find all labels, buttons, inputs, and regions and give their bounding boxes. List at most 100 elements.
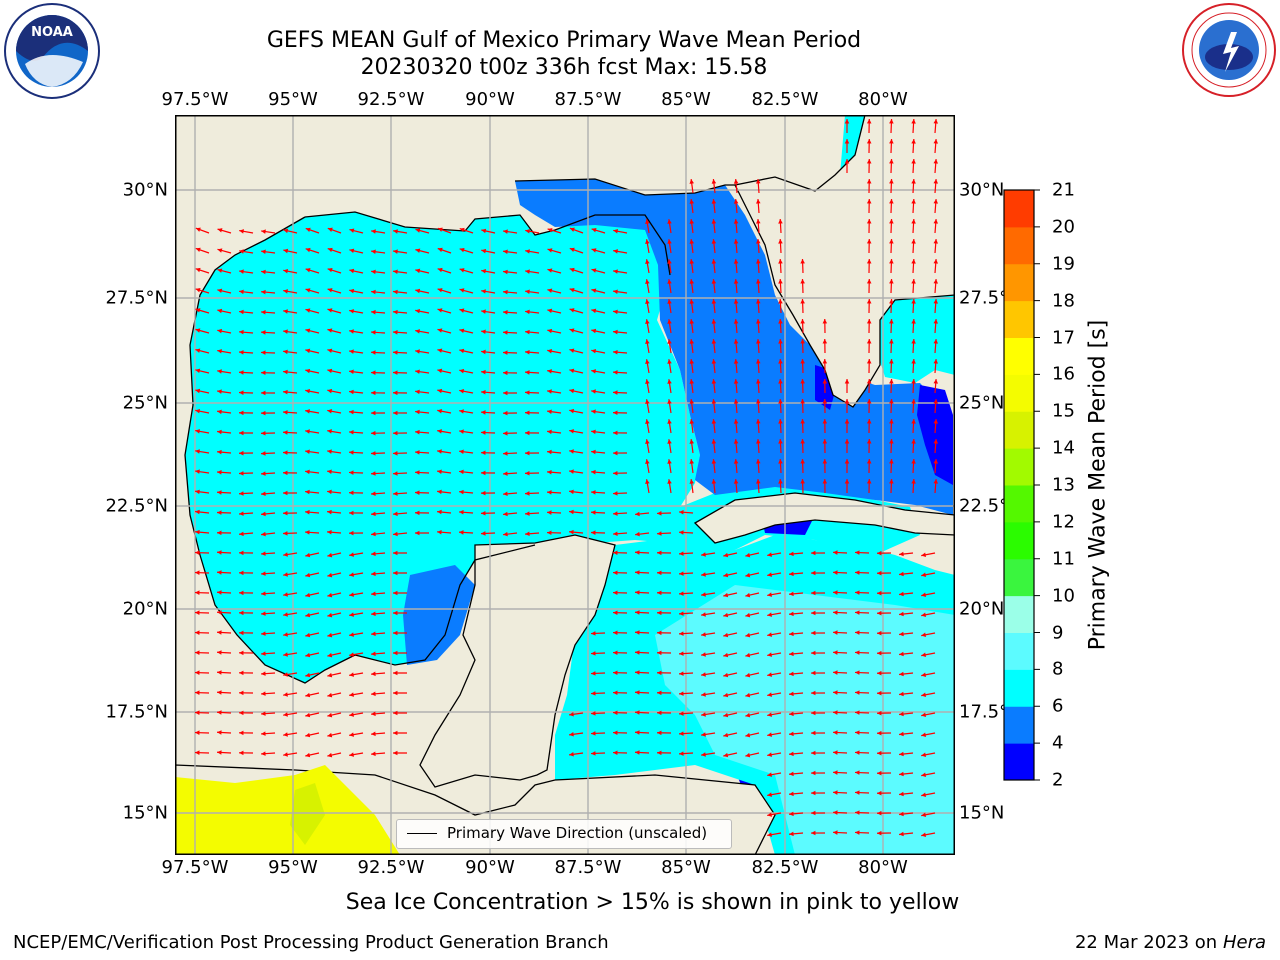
wave-arrow-head xyxy=(635,630,640,635)
wave-arrow-head xyxy=(261,631,266,636)
wave-arrow-head xyxy=(327,632,333,638)
wave-arrow-head xyxy=(239,289,244,295)
wave-arrow-head xyxy=(547,469,552,475)
wave-arrow-head xyxy=(305,429,310,434)
wave-arrow-head xyxy=(569,449,574,454)
wave-arrow-head xyxy=(889,319,894,324)
wave-arrow-head xyxy=(933,299,939,304)
colorbar-segment xyxy=(1004,263,1034,302)
wave-arrow-head xyxy=(711,239,717,244)
wave-arrow-head xyxy=(371,691,376,697)
wave-arrow-head xyxy=(733,359,739,364)
wave-arrow-head xyxy=(778,219,783,224)
wave-arrow-head xyxy=(756,439,761,444)
wave-arrow-head xyxy=(711,459,717,464)
wave-arrow-head xyxy=(283,490,288,496)
wave-arrow-head xyxy=(195,670,200,675)
wave-arrow-head xyxy=(371,350,376,355)
wave-arrow-head xyxy=(635,690,640,695)
wave-arrow-head xyxy=(933,359,939,364)
wave-arrow-head xyxy=(195,489,200,495)
wave-arrow-head xyxy=(613,590,618,595)
wave-arrow-head xyxy=(195,469,200,474)
wave-arrow-head xyxy=(866,279,872,284)
wave-arrow-head xyxy=(305,227,311,233)
wave-arrow-head xyxy=(921,652,927,658)
wave-arrow-head xyxy=(811,810,816,816)
colorbar-tick-label: 21 xyxy=(1052,179,1075,201)
wave-arrow-head xyxy=(778,419,783,424)
wave-arrow-head xyxy=(503,289,508,295)
wave-arrow-head xyxy=(261,671,266,676)
wave-arrow-head xyxy=(645,379,650,384)
wave-arrow-head xyxy=(789,611,794,617)
wave-arrow-head xyxy=(261,269,266,275)
wave-arrow-head xyxy=(327,429,332,434)
noaa-logo: NOAA xyxy=(3,2,101,100)
wave-arrow-head xyxy=(591,308,597,314)
eastern-gulf-blue xyxy=(515,179,953,515)
wave-arrow-head xyxy=(833,650,838,655)
wave-arrow-head xyxy=(393,550,398,556)
wave-arrow-head xyxy=(889,299,894,304)
wave-arrow-head xyxy=(503,531,508,537)
wave-arrow-head xyxy=(393,511,398,517)
wave-arrow-head xyxy=(283,450,288,455)
wave-arrow-head xyxy=(811,830,816,836)
wave-arrow-head xyxy=(866,239,872,244)
wave-arrow-head xyxy=(217,409,222,415)
campeche-blue xyxy=(403,565,475,665)
wave-arrow-head xyxy=(371,551,376,557)
wave-arrow-head xyxy=(767,592,772,597)
wave-arrow-head xyxy=(689,339,694,344)
wave-arrow-head xyxy=(591,429,596,435)
wave-arrow-head xyxy=(393,430,398,436)
wave-arrow-head xyxy=(239,471,244,476)
wave-arrow-head xyxy=(261,330,266,335)
wave-arrow-head xyxy=(283,632,288,637)
wave-arrow-head xyxy=(371,671,376,677)
wave-arrow-head xyxy=(305,672,311,678)
wave-arrow-head xyxy=(613,269,618,274)
wave-arrow-head xyxy=(877,810,882,816)
wave-arrow-head xyxy=(349,268,355,274)
wave-arrow-head xyxy=(833,630,838,635)
lon-label-top: 92.5°W xyxy=(357,89,425,110)
wave-arrow-head xyxy=(459,389,465,394)
lon-label-top: 90°W xyxy=(465,89,515,110)
wave-arrow-head xyxy=(591,268,597,273)
wave-arrow-head xyxy=(899,571,904,577)
wave-arrow-head xyxy=(822,399,828,404)
wave-arrow-head xyxy=(933,159,939,164)
wave-arrow-head xyxy=(733,439,739,444)
wave-arrow-head xyxy=(591,228,597,233)
wave-arrow-head xyxy=(261,551,266,556)
wave-arrow-head xyxy=(305,692,311,698)
colorbar xyxy=(1003,189,1040,781)
wave-arrow-head xyxy=(283,470,288,476)
wave-arrow-head xyxy=(933,199,939,204)
wave-arrow-head xyxy=(415,329,420,334)
wave-arrow-head xyxy=(866,199,872,204)
wave-arrow-head xyxy=(547,248,553,253)
wave-arrow-head xyxy=(667,479,672,484)
wave-arrow-head xyxy=(459,328,465,333)
wave-arrow-head xyxy=(657,570,662,576)
wave-arrow-head xyxy=(756,319,761,324)
wave-arrow-head xyxy=(811,730,816,736)
colorbar-segment xyxy=(1004,706,1034,744)
wave-arrow-head xyxy=(525,491,530,496)
wave-arrow-head xyxy=(689,439,694,444)
wave-arrow-head xyxy=(667,359,672,364)
wave-arrow-head xyxy=(701,672,706,677)
wave-arrow-head xyxy=(393,690,398,696)
wave-arrow-head xyxy=(756,399,761,404)
wave-arrow-head xyxy=(349,309,355,314)
wave-arrow-head xyxy=(613,610,618,615)
wave-arrow-head xyxy=(393,650,398,656)
wave-arrow-head xyxy=(591,530,596,535)
footer-organization: NCEP/EMC/Verification Post Processing Pr… xyxy=(13,932,609,953)
wave-arrow-head xyxy=(800,299,805,304)
wave-arrow-head xyxy=(733,219,739,224)
wave-arrow-head xyxy=(305,572,311,578)
